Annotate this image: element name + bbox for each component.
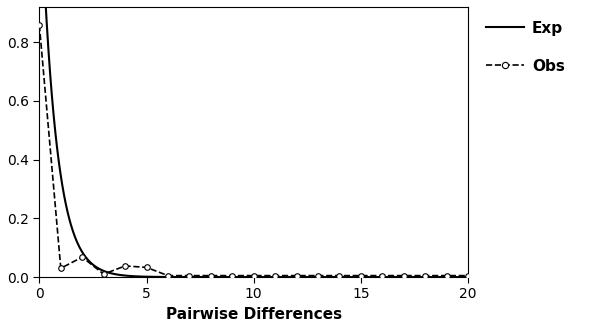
X-axis label: Pairwise Differences: Pairwise Differences [166, 307, 342, 322]
Legend: Exp, Obs: Exp, Obs [480, 14, 571, 80]
